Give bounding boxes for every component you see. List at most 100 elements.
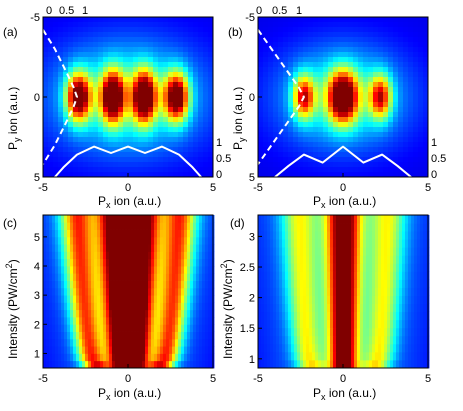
heat-cell bbox=[372, 303, 376, 313]
heat-cell bbox=[263, 57, 269, 63]
heat-cell bbox=[405, 247, 409, 256]
heat-cell bbox=[276, 271, 280, 280]
heat-cell bbox=[61, 346, 65, 354]
heat-cell bbox=[398, 117, 404, 123]
heat-cell bbox=[423, 263, 427, 272]
heat-cell bbox=[100, 338, 104, 347]
heat-cell bbox=[169, 346, 173, 354]
heat-cell bbox=[418, 92, 424, 98]
heat-cell bbox=[373, 117, 379, 123]
heat-cell bbox=[199, 251, 203, 260]
heat-cell bbox=[393, 82, 399, 88]
heat-cell bbox=[163, 72, 169, 78]
heat-cell bbox=[151, 251, 155, 260]
heat-cell bbox=[139, 273, 143, 281]
heat-cell bbox=[103, 287, 107, 296]
heat-cell bbox=[333, 137, 339, 143]
heat-cell bbox=[387, 311, 391, 321]
heat-cell bbox=[112, 229, 116, 238]
heat-cell bbox=[363, 62, 369, 68]
heat-cell bbox=[333, 22, 339, 28]
heat-cell bbox=[418, 27, 424, 33]
heat-cell bbox=[94, 353, 98, 362]
heat-cell bbox=[163, 273, 167, 281]
heat-cell bbox=[258, 142, 264, 148]
heat-cell bbox=[339, 343, 343, 353]
heat-cell bbox=[208, 132, 214, 138]
heat-cell bbox=[46, 266, 50, 274]
heat-cell bbox=[168, 167, 174, 173]
heat-cell bbox=[187, 244, 191, 252]
heat-cell bbox=[181, 229, 185, 238]
heat-cell bbox=[58, 295, 62, 303]
heat-cell bbox=[98, 52, 104, 58]
heat-cell bbox=[398, 107, 404, 113]
heat-cell bbox=[130, 251, 134, 260]
heat-cell bbox=[157, 280, 161, 289]
heat-cell bbox=[58, 346, 62, 354]
heat-cell bbox=[78, 102, 84, 108]
heat-cell bbox=[133, 353, 137, 362]
heat-cell bbox=[263, 82, 269, 88]
heat-cell bbox=[88, 127, 94, 133]
heat-cell bbox=[363, 47, 369, 53]
heat-cell bbox=[93, 57, 99, 63]
heat-cell bbox=[118, 137, 124, 143]
heat-cell bbox=[418, 127, 424, 133]
top-tick-1-b: 0.5 bbox=[272, 5, 287, 17]
heat-cell bbox=[383, 112, 389, 118]
heat-cell bbox=[388, 92, 394, 98]
heat-cell bbox=[208, 47, 214, 53]
heat-cell bbox=[184, 287, 188, 296]
heat-cell bbox=[142, 317, 146, 325]
heat-cell bbox=[264, 271, 268, 280]
heat-cell bbox=[423, 132, 429, 138]
heat-cell bbox=[353, 142, 359, 148]
heat-cell bbox=[143, 92, 149, 98]
heat-cell bbox=[303, 287, 307, 296]
heat-cell bbox=[208, 147, 214, 153]
heat-cell bbox=[282, 287, 286, 296]
heat-cell bbox=[258, 137, 264, 143]
heat-cell bbox=[106, 317, 110, 325]
heat-cell bbox=[118, 338, 122, 347]
heat-cell bbox=[163, 360, 167, 369]
heat-cell bbox=[118, 251, 122, 260]
heat-cell bbox=[333, 319, 337, 329]
heat-cell bbox=[413, 22, 419, 28]
heat-cell bbox=[70, 251, 74, 260]
heat-cell bbox=[193, 222, 197, 230]
heat-cell bbox=[360, 327, 364, 337]
heat-cell bbox=[158, 82, 164, 88]
heat-cell bbox=[258, 62, 264, 68]
heat-cell bbox=[128, 172, 134, 178]
heat-cell bbox=[208, 72, 214, 78]
heat-cell bbox=[408, 127, 414, 133]
heat-cell bbox=[358, 107, 364, 113]
heat-cell bbox=[190, 309, 194, 318]
heat-cell bbox=[153, 77, 159, 83]
heat-cell bbox=[348, 223, 352, 232]
heat-cell bbox=[399, 279, 403, 288]
heat-cell bbox=[342, 343, 346, 353]
heat-cell bbox=[313, 27, 319, 33]
heat-cell bbox=[83, 47, 89, 53]
heat-cell bbox=[372, 335, 376, 345]
heat-cell bbox=[53, 22, 59, 28]
heat-cell bbox=[208, 57, 214, 63]
heat-cell bbox=[97, 287, 101, 296]
heat-cell bbox=[328, 102, 334, 108]
heat-cell bbox=[343, 122, 349, 128]
heat-cell bbox=[139, 251, 143, 260]
heat-cell bbox=[378, 72, 384, 78]
heat-cell bbox=[294, 247, 298, 256]
heat-cell bbox=[113, 142, 119, 148]
heat-cell bbox=[403, 167, 409, 173]
heat-cell bbox=[88, 157, 94, 163]
heat-cell bbox=[205, 244, 209, 252]
heat-cell bbox=[178, 37, 184, 43]
heat-cell bbox=[83, 167, 89, 173]
heat-cell bbox=[258, 17, 264, 23]
heat-cell bbox=[333, 311, 337, 321]
heat-cell bbox=[130, 353, 134, 362]
